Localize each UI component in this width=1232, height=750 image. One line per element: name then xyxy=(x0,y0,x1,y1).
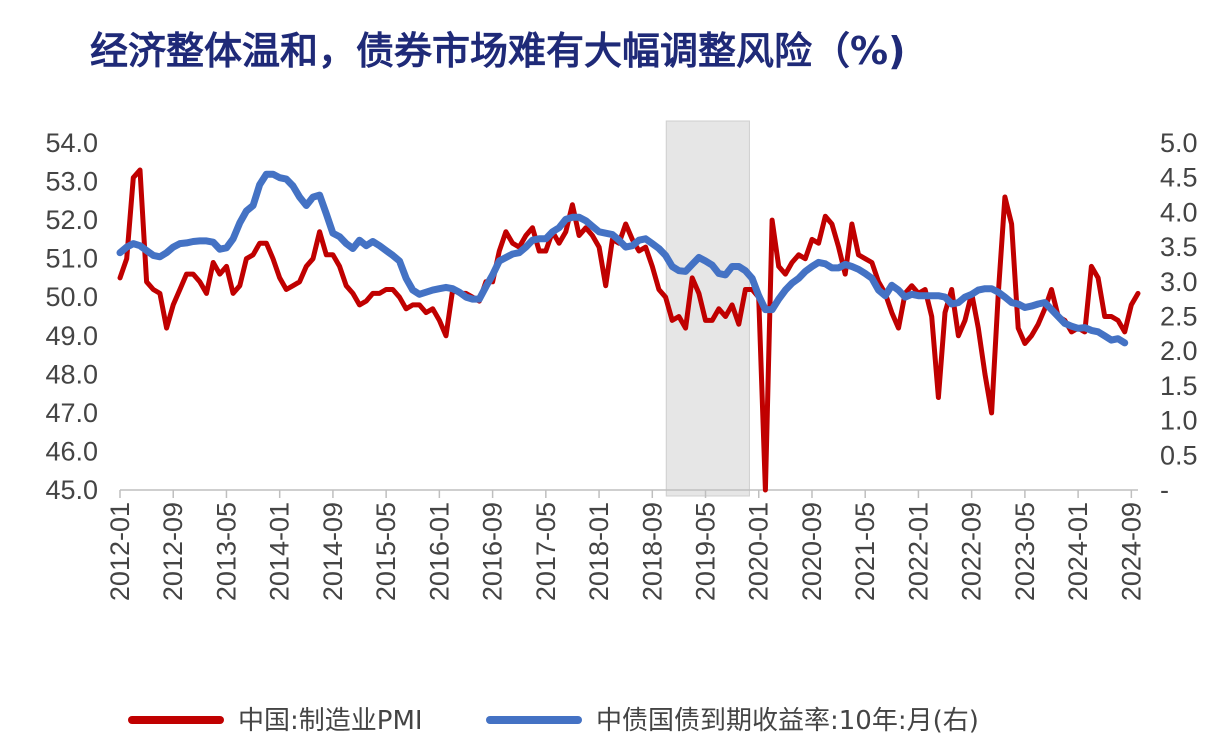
x-tick-label: 2022-09 xyxy=(957,502,987,601)
x-tick-label: 2021-05 xyxy=(850,502,880,601)
x-tick-label: 2014-01 xyxy=(265,502,295,601)
y-right-tick-label: - xyxy=(1160,475,1169,505)
series-line-pmi xyxy=(117,167,1141,493)
legend-label-pmi: 中国:制造业PMI xyxy=(238,706,423,736)
x-tick-label: 2018-01 xyxy=(584,502,614,601)
y-right-tick-label: 2.5 xyxy=(1160,302,1198,332)
x-tick-label: 2019-05 xyxy=(691,502,721,601)
x-tick-label: 2015-05 xyxy=(371,502,401,601)
y-left-tick-label: 49.0 xyxy=(45,321,98,351)
y-left-tick-label: 54.0 xyxy=(45,128,98,158)
x-tick-label: 2018-09 xyxy=(637,502,667,601)
shaded-period xyxy=(665,120,750,497)
x-tick-label: 2020-01 xyxy=(744,502,774,601)
chart-title: 经济整体温和，债券市场难有大幅调整风险（%) xyxy=(90,29,905,73)
y-left-tick-label: 48.0 xyxy=(45,359,98,389)
legend: 中国:制造业PMI 中债国债到期收益率:10年:月(右) xyxy=(128,706,979,736)
series-layer xyxy=(116,167,1141,493)
y-left-tick-label: 51.0 xyxy=(45,244,98,274)
legend-label-yield: 中债国债到期收益率:10年:月(右) xyxy=(596,706,979,736)
y-left-tick-label: 46.0 xyxy=(45,436,98,466)
y-right-tick-label: 4.0 xyxy=(1160,197,1198,227)
y-right-tick-label: 1.5 xyxy=(1160,371,1198,401)
y-right-tick-label: 3.0 xyxy=(1160,267,1198,297)
y-left-tick-label: 45.0 xyxy=(45,475,98,505)
x-tick-label: 2012-09 xyxy=(158,502,188,601)
y-left-tick-label: 52.0 xyxy=(45,205,98,235)
x-tick-label: 2012-01 xyxy=(105,502,135,601)
x-tick-label: 2020-09 xyxy=(797,502,827,601)
y-right-tick-label: 5.0 xyxy=(1160,128,1198,158)
x-tick-label: 2024-09 xyxy=(1116,502,1146,601)
x-tick-label: 2014-09 xyxy=(318,502,348,601)
y-left-tick-label: 47.0 xyxy=(45,398,98,428)
y-right-tick-label: 3.5 xyxy=(1160,232,1198,262)
y-left-tick-label: 53.0 xyxy=(45,167,98,197)
x-tick-label: 2023-05 xyxy=(1010,502,1040,601)
x-tick-label: 2024-01 xyxy=(1063,502,1093,601)
series-line-yield xyxy=(116,170,1129,347)
y-left-tick-label: 50.0 xyxy=(45,282,98,312)
y-right-tick-label: 0.5 xyxy=(1160,440,1198,470)
y-right-tick-label: 1.0 xyxy=(1160,406,1198,436)
x-tick-label: 2013-05 xyxy=(211,502,241,601)
axes: 54.0 53.0 52.0 51.0 50.0 49.0 48.0 47.0 46.0 45.0… xyxy=(45,128,1197,601)
x-tick-label: 2022-01 xyxy=(903,502,933,601)
y-right-tick-label: 4.5 xyxy=(1160,163,1198,193)
y-right-tick-label: 2.0 xyxy=(1160,336,1198,366)
x-tick-label: 2016-01 xyxy=(424,502,454,601)
x-tick-label: 2017-05 xyxy=(531,502,561,601)
x-tick-label: 2016-09 xyxy=(478,502,508,601)
